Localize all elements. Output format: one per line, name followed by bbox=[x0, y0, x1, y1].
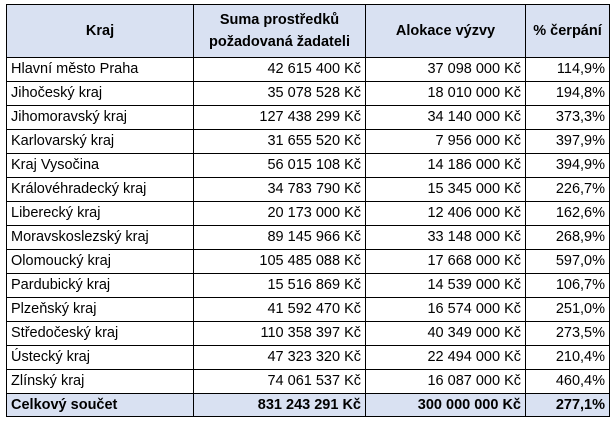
table-row: Ústecký kraj 47 323 320 Kč 22 494 000 Kč 21… bbox=[6, 345, 610, 370]
cell-suma[interactable]: 31 655 520 Kč bbox=[193, 129, 366, 154]
cell-alokace[interactable]: 33 148 000 Kč bbox=[365, 225, 526, 250]
cell-cerpani[interactable]: 226,7% bbox=[525, 177, 610, 202]
cell-alokace[interactable]: 16 574 000 Kč bbox=[365, 297, 526, 322]
cell-alokace[interactable]: 12 406 000 Kč bbox=[365, 201, 526, 226]
table-row: Moravskoslezský kraj 89 145 966 Kč 33 148 … bbox=[6, 225, 610, 250]
cell-suma[interactable]: 15 516 869 Kč bbox=[193, 273, 366, 298]
table-row: Liberecký kraj 20 173 000 Kč 12 406 000 Kč… bbox=[6, 201, 610, 226]
cell-alokace[interactable]: 17 668 000 Kč bbox=[365, 249, 526, 274]
cell-cerpani[interactable]: 251,0% bbox=[525, 297, 610, 322]
cell-kraj[interactable]: Hlavní město Praha bbox=[6, 57, 194, 82]
total-row: Celkový součet 831 243 291 Kč 300 000 00… bbox=[6, 393, 610, 417]
cell-suma[interactable]: 89 145 966 Kč bbox=[193, 225, 366, 250]
table-header: Kraj Suma prostředků požadovaná žadateli… bbox=[6, 4, 610, 58]
cell-cerpani[interactable]: 394,9% bbox=[525, 153, 610, 178]
total-alokace[interactable]: 300 000 000 Kč bbox=[365, 393, 526, 417]
table-row: Olomoucký kraj 105 485 088 Kč 17 668 000 K… bbox=[6, 249, 610, 274]
cell-cerpani[interactable]: 273,5% bbox=[525, 321, 610, 346]
cell-kraj[interactable]: Moravskoslezský kraj bbox=[6, 225, 194, 250]
cell-kraj[interactable]: Kraj Vysočina bbox=[6, 153, 194, 178]
cell-kraj[interactable]: Středočeský kraj bbox=[6, 321, 194, 346]
cell-kraj[interactable]: Karlovarský kraj bbox=[6, 129, 194, 154]
table-row: Jihomoravský kraj 127 438 299 Kč 34 140 00… bbox=[6, 105, 610, 130]
cell-suma[interactable]: 127 438 299 Kč bbox=[193, 105, 366, 130]
cell-kraj[interactable]: Olomoucký kraj bbox=[6, 249, 194, 274]
table-row: Pardubický kraj 15 516 869 Kč 14 539 000 K… bbox=[6, 273, 610, 298]
data-table: Kraj Suma prostředků požadovaná žadateli… bbox=[6, 4, 610, 417]
table-row: Kraj Vysočina 56 015 108 Kč 14 186 000 Kč 3… bbox=[6, 153, 610, 178]
cell-cerpani[interactable]: 597,0% bbox=[525, 249, 610, 274]
cell-suma[interactable]: 35 078 528 Kč bbox=[193, 81, 366, 106]
cell-suma[interactable]: 41 592 470 Kč bbox=[193, 297, 366, 322]
cell-alokace[interactable]: 40 349 000 Kč bbox=[365, 321, 526, 346]
table-row: Karlovarský kraj 31 655 520 Kč 7 956 000 K… bbox=[6, 129, 610, 154]
cell-kraj[interactable]: Jihočeský kraj bbox=[6, 81, 194, 106]
cell-kraj[interactable]: Plzeňský kraj bbox=[6, 297, 194, 322]
cell-alokace[interactable]: 16 087 000 Kč bbox=[365, 369, 526, 394]
header-cerpani[interactable]: % čerpání bbox=[525, 4, 610, 58]
cell-kraj[interactable]: Pardubický kraj bbox=[6, 273, 194, 298]
cell-cerpani[interactable]: 114,9% bbox=[525, 57, 610, 82]
cell-cerpani[interactable]: 106,7% bbox=[525, 273, 610, 298]
cell-suma[interactable]: 105 485 088 Kč bbox=[193, 249, 366, 274]
total-cerpani[interactable]: 277,1% bbox=[525, 393, 610, 417]
header-suma-line1: Suma prostředků bbox=[219, 12, 340, 28]
table-row: Zlínský kraj 74 061 537 Kč 16 087 000 Kč 46… bbox=[6, 369, 610, 394]
total-label[interactable]: Celkový součet bbox=[6, 393, 194, 417]
cell-cerpani[interactable]: 268,9% bbox=[525, 225, 610, 250]
cell-suma[interactable]: 74 061 537 Kč bbox=[193, 369, 366, 394]
cell-suma[interactable]: 110 358 397 Kč bbox=[193, 321, 366, 346]
cell-suma[interactable]: 42 615 400 Kč bbox=[193, 57, 366, 82]
cell-cerpani[interactable]: 210,4% bbox=[525, 345, 610, 370]
table-footer: Celkový součet 831 243 291 Kč 300 000 00… bbox=[6, 393, 610, 417]
cell-alokace[interactable]: 14 539 000 Kč bbox=[365, 273, 526, 298]
cell-alokace[interactable]: 18 010 000 Kč bbox=[365, 81, 526, 106]
cell-kraj[interactable]: Ústecký kraj bbox=[6, 345, 194, 370]
cell-alokace[interactable]: 14 186 000 Kč bbox=[365, 153, 526, 178]
table-row: Hlavní město Praha 42 615 400 Kč 37 098 00… bbox=[6, 57, 610, 82]
cell-cerpani[interactable]: 373,3% bbox=[525, 105, 610, 130]
cell-kraj[interactable]: Zlínský kraj bbox=[6, 369, 194, 394]
cell-suma[interactable]: 34 783 790 Kč bbox=[193, 177, 366, 202]
cell-suma[interactable]: 56 015 108 Kč bbox=[193, 153, 366, 178]
header-alokace[interactable]: Alokace výzvy bbox=[365, 4, 526, 58]
header-suma[interactable]: Suma prostředků požadovaná žadateli bbox=[193, 4, 366, 58]
cell-alokace[interactable]: 22 494 000 Kč bbox=[365, 345, 526, 370]
cell-cerpani[interactable]: 460,4% bbox=[525, 369, 610, 394]
table-row: Středočeský kraj 110 358 397 Kč 40 349 000… bbox=[6, 321, 610, 346]
table-row: Královéhradecký kraj 34 783 790 Kč 15 345 … bbox=[6, 177, 610, 202]
cell-suma[interactable]: 47 323 320 Kč bbox=[193, 345, 366, 370]
cell-alokace[interactable]: 34 140 000 Kč bbox=[365, 105, 526, 130]
cell-alokace[interactable]: 37 098 000 Kč bbox=[365, 57, 526, 82]
cell-suma[interactable]: 20 173 000 Kč bbox=[193, 201, 366, 226]
header-kraj[interactable]: Kraj bbox=[6, 4, 194, 58]
cell-cerpani[interactable]: 397,9% bbox=[525, 129, 610, 154]
header-suma-line2: požadovaná žadateli bbox=[208, 34, 350, 50]
table-row: Plzeňský kraj 41 592 470 Kč 16 574 000 Kč 2… bbox=[6, 297, 610, 322]
header-row: Kraj Suma prostředků požadovaná žadateli… bbox=[6, 4, 610, 58]
cell-kraj[interactable]: Jihomoravský kraj bbox=[6, 105, 194, 130]
cell-alokace[interactable]: 15 345 000 Kč bbox=[365, 177, 526, 202]
table-body: Hlavní město Praha 42 615 400 Kč 37 098 00… bbox=[6, 57, 610, 394]
cell-cerpani[interactable]: 194,8% bbox=[525, 81, 610, 106]
total-suma[interactable]: 831 243 291 Kč bbox=[193, 393, 366, 417]
cell-kraj[interactable]: Královéhradecký kraj bbox=[6, 177, 194, 202]
table-row: Jihočeský kraj 35 078 528 Kč 18 010 000 Kč… bbox=[6, 81, 610, 106]
cell-alokace[interactable]: 7 956 000 Kč bbox=[365, 129, 526, 154]
cell-kraj[interactable]: Liberecký kraj bbox=[6, 201, 194, 226]
cell-cerpani[interactable]: 162,6% bbox=[525, 201, 610, 226]
